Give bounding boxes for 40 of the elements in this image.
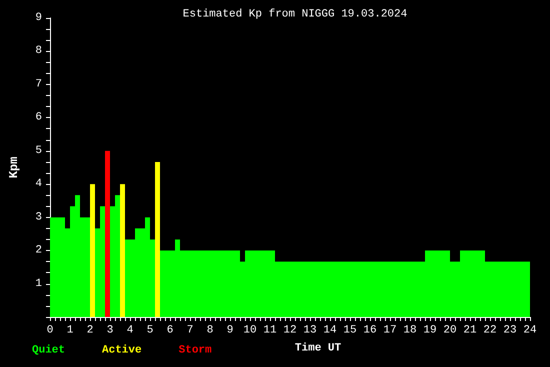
text: Active <box>102 344 142 356</box>
x-tick-label: 0 <box>46 324 54 336</box>
x-tick-label: 23 <box>503 324 517 336</box>
y-tick-label: 5 <box>35 144 42 157</box>
x-tick-label: 19 <box>423 324 437 336</box>
x-tick-label: 17 <box>383 324 397 336</box>
x-tick-label: 4 <box>126 324 134 336</box>
x-tick-label: 6 <box>166 324 174 336</box>
x-tick-label: 2 <box>86 324 94 336</box>
text: Quiet <box>32 344 66 356</box>
x-tick-label: 13 <box>303 324 317 336</box>
y-tick-label: 3 <box>35 211 42 224</box>
y-tick-label: 6 <box>35 112 42 124</box>
x-tick-label: 11 <box>263 324 277 336</box>
x-tick-label: 10 <box>243 324 257 336</box>
x-tick-label: 20 <box>443 324 457 336</box>
y-tick-label: 1 <box>35 278 42 290</box>
text: Storm <box>178 344 212 356</box>
y-tick-label: 7 <box>35 78 42 90</box>
x-tick-label: 22 <box>483 324 497 336</box>
x-tick-label: 12 <box>283 324 297 336</box>
x-tick-label: 14 <box>323 324 337 336</box>
y-axis-title: Kpm <box>7 156 21 178</box>
x-tick-label: 15 <box>343 324 357 336</box>
y-tick-label: 9 <box>35 12 42 24</box>
x-tick-label: 1 <box>66 324 74 336</box>
x-tick-label: 3 <box>106 324 114 336</box>
x-axis-title: Time UT <box>294 342 342 354</box>
x-tick-label: 24 <box>523 324 537 336</box>
y-tick-label: 2 <box>35 244 42 257</box>
x-tick-label: 7 <box>186 324 194 336</box>
x-tick-label: 9 <box>226 324 234 336</box>
y-tick-label: 8 <box>35 45 42 58</box>
x-tick-label: 16 <box>363 324 377 336</box>
x-tick-label: 21 <box>463 324 477 336</box>
y-tick-label: 4 <box>35 178 42 190</box>
chart-title: Estimated Kp from NIGGG 19.03.2024 <box>182 8 408 20</box>
x-tick-label: 8 <box>206 324 214 336</box>
x-tick-label: 18 <box>403 324 417 336</box>
x-tick-label: 5 <box>146 324 154 336</box>
